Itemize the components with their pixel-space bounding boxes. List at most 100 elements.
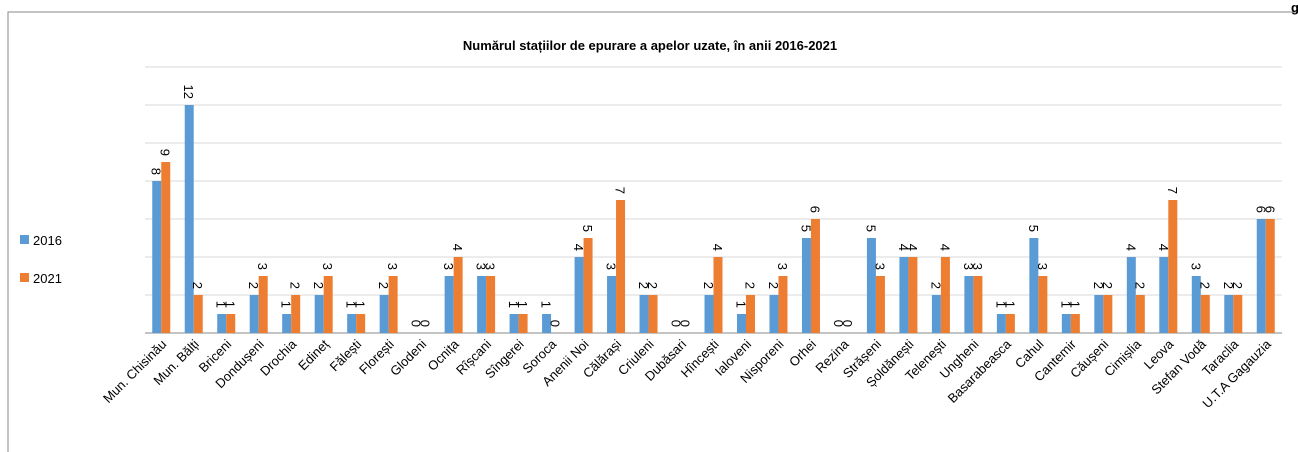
data-label: 5 [1026,225,1041,232]
data-label: 3 [441,263,456,270]
bar [607,276,617,333]
data-label: 2 [1132,282,1147,289]
data-label: 6 [1253,206,1268,213]
data-label: 2 [1100,282,1115,289]
data-label: 3 [775,263,790,270]
data-label: 5 [863,225,878,232]
bar [1061,314,1071,333]
data-label: 6 [807,206,822,213]
data-label: 0 [548,320,563,327]
data-label: 2 [928,282,943,289]
data-label: 1 [539,301,554,308]
data-label: 2 [645,282,660,289]
data-label: 5 [580,225,595,232]
bar [193,295,203,333]
data-label: 4 [1123,244,1138,251]
data-label: 3 [961,263,976,270]
bar [217,314,227,333]
bar [940,257,950,333]
bar [453,257,463,333]
data-label: 1 [1058,301,1073,308]
data-label: 4 [1156,244,1171,251]
bar [899,257,909,333]
bar [477,276,487,333]
data-label: 2 [376,282,391,289]
legend-swatch [20,235,29,244]
bar [356,314,366,333]
bar [1200,295,1210,333]
x-tick-label: Edineț [295,336,332,373]
data-label: 4 [905,244,920,251]
data-label: 1 [223,301,238,308]
chart-title: Numărul stațiilor de epurare a apelor uz… [463,38,837,53]
bar [379,295,389,333]
data-label: 0 [418,320,433,327]
data-label: 1 [733,301,748,308]
data-label: 2 [701,282,716,289]
bar [1094,295,1104,333]
bar [745,295,755,333]
bar [1005,314,1015,333]
data-label: 3 [1188,263,1203,270]
data-label: 7 [1165,187,1180,194]
bar [908,257,918,333]
bar [1038,276,1048,333]
bar [282,314,292,333]
data-label: 1 [993,301,1008,308]
bar [736,314,746,333]
data-label: 0 [669,320,684,327]
data-label: 2 [288,282,303,289]
bar [1070,314,1080,333]
data-label: 0 [831,320,846,327]
bar [583,238,593,333]
bar [1256,219,1266,333]
data-label: 4 [710,244,725,251]
bar [314,295,324,333]
data-label: 1 [1002,301,1017,308]
bar [486,276,496,333]
bar [1135,295,1145,333]
bar [226,314,236,333]
data-label: 12 [181,85,196,99]
data-label: 1 [353,301,368,308]
bar [1103,295,1113,333]
data-label: 2 [1091,282,1106,289]
data-label: 1 [1067,301,1082,308]
data-label: 8 [149,168,164,175]
bar [875,276,885,333]
data-label: 1 [279,301,294,308]
bar [184,105,194,333]
data-label: 1 [344,301,359,308]
data-label: 4 [937,244,952,251]
data-label: 3 [1035,263,1050,270]
data-label: 3 [872,263,887,270]
bar [648,295,658,333]
data-label: 1 [506,301,521,308]
bar [1224,295,1234,333]
bar [1191,276,1201,333]
data-label: 3 [474,263,489,270]
bar [249,295,259,333]
x-tick-label: Cimișlia [1101,336,1144,379]
data-label: 7 [613,187,628,194]
data-label: 0 [678,320,693,327]
x-tick-label: Glodeni [387,336,429,378]
bar [574,257,584,333]
bar [518,314,528,333]
data-label: 3 [320,263,335,270]
data-label: 3 [385,263,400,270]
bar [1159,257,1169,333]
legend-swatch [20,273,29,282]
bar [964,276,974,333]
bar [996,314,1006,333]
bar [704,295,714,333]
data-label: 2 [636,282,651,289]
legend-label: 2016 [33,233,62,248]
data-label: 3 [970,263,985,270]
bar [291,295,301,333]
bar [931,295,941,333]
data-label: 3 [604,263,619,270]
bar [1126,257,1136,333]
data-label: 2 [311,282,326,289]
